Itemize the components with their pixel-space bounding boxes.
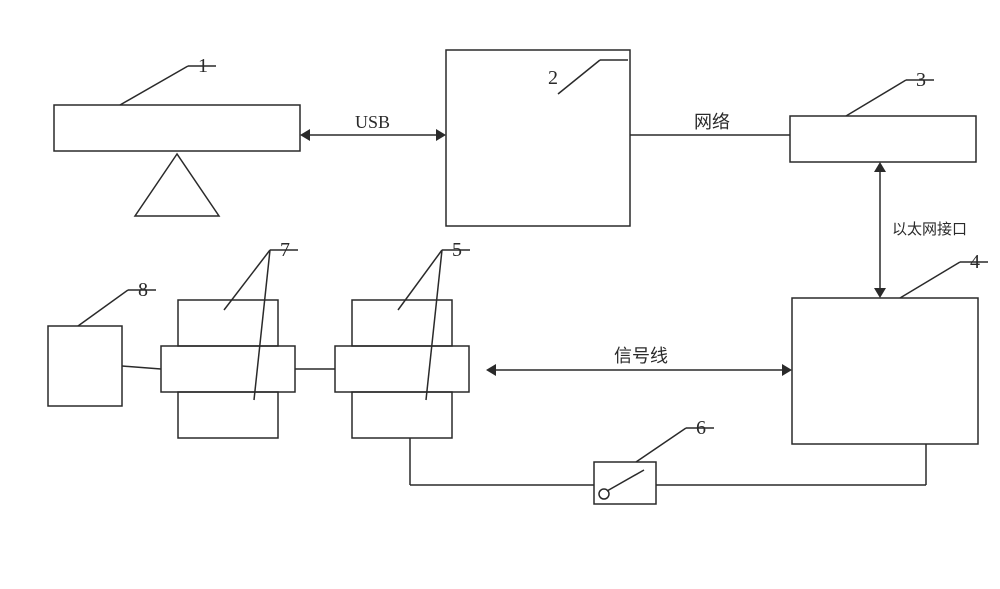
leader-label-4: 4	[970, 251, 980, 273]
leader-label-1: 1	[198, 55, 208, 77]
stack5-row-2	[352, 392, 452, 438]
balance-triangle	[135, 154, 219, 216]
leader-6	[636, 428, 686, 462]
arrowhead	[436, 129, 446, 141]
leader-label-3: 3	[916, 69, 926, 91]
switch-arm	[607, 470, 644, 491]
leader-1	[120, 66, 188, 105]
leader-3	[846, 80, 906, 116]
stack5-row-1	[335, 346, 469, 392]
arrowhead	[782, 364, 792, 376]
leader-7-a	[224, 250, 270, 310]
stack7-row-1	[161, 346, 295, 392]
leader-2	[558, 60, 600, 94]
box-n3	[790, 116, 976, 162]
link-8-7	[122, 366, 161, 369]
arrowhead	[874, 288, 886, 298]
box-n4	[792, 298, 978, 444]
label-net: 网络	[694, 112, 730, 132]
arrowhead	[874, 162, 886, 172]
box-n8	[48, 326, 122, 406]
leader-label-2: 2	[548, 67, 558, 89]
leader-5-a	[398, 250, 442, 310]
box-n2	[446, 50, 630, 226]
stack7-row-2	[178, 392, 278, 438]
leader-8	[78, 290, 128, 326]
arrowhead	[300, 129, 310, 141]
leader-label-8: 8	[138, 279, 148, 301]
label-usb: USB	[355, 112, 390, 132]
box-n1	[54, 105, 300, 151]
leader-label-5: 5	[452, 239, 462, 261]
leader-5-b	[426, 250, 442, 400]
stack7-row-0	[178, 300, 278, 346]
leader-label-6: 6	[696, 417, 706, 439]
arrowhead	[486, 364, 496, 376]
label-eth: 以太网接口	[892, 221, 967, 238]
stack5-row-0	[352, 300, 452, 346]
leader-4	[900, 262, 960, 298]
leader-label-7: 7	[280, 239, 290, 261]
label-sig: 信号线	[614, 346, 668, 366]
box-n6	[594, 462, 656, 504]
leader-7-b	[254, 250, 270, 400]
